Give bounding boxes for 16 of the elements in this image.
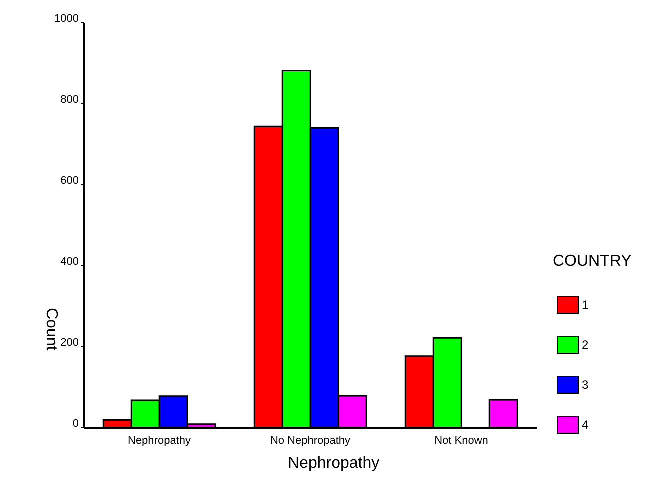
legend-label: 3 xyxy=(582,378,589,392)
y-tick-label: 0 xyxy=(72,418,79,430)
legend-label: 1 xyxy=(582,298,589,312)
legend-title: COUNTRY xyxy=(553,253,633,271)
x-axis-title: Nephropathy xyxy=(288,455,380,473)
legend-label: 4 xyxy=(582,418,589,432)
x-tick-label: Not Known xyxy=(434,434,488,447)
y-tick-label: 800 xyxy=(60,94,79,106)
y-tick-label: 200 xyxy=(60,336,79,349)
legend-label: 2 xyxy=(582,338,589,352)
y-tick-label: 1000 xyxy=(54,12,79,25)
y-tick-label: 400 xyxy=(60,256,79,268)
y-axis-title: Count xyxy=(42,308,60,351)
x-tick-label: Nephropathy xyxy=(128,434,192,447)
x-tick-label: No Nephropathy xyxy=(270,434,352,447)
y-tick-label: 600 xyxy=(60,174,79,187)
